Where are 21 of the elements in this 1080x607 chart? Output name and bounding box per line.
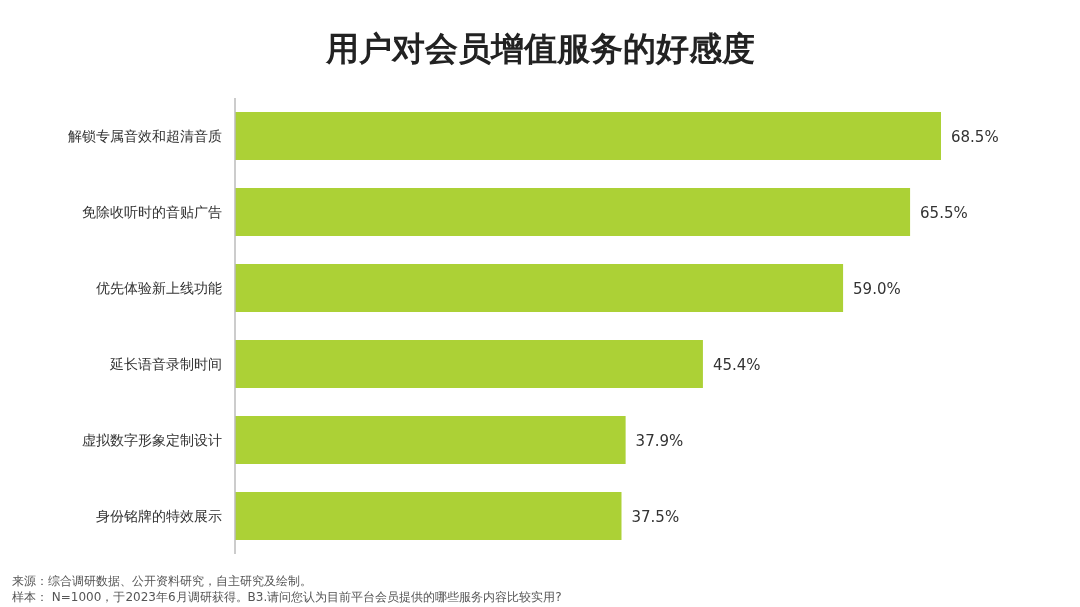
y-tick-label: 解锁专属音效和超清音质 <box>68 128 222 144</box>
bar <box>235 492 622 540</box>
data-label: 45.4% <box>712 356 761 374</box>
data-label: 65.5% <box>920 204 968 222</box>
bar <box>235 340 703 388</box>
bar <box>235 112 941 160</box>
source-note: 来源：综合调研数据、公开资料研究，自主研究及绘制。 <box>12 574 312 588</box>
bar <box>235 416 626 464</box>
data-label: 68.5% <box>951 128 999 146</box>
bar <box>235 264 844 312</box>
bar <box>235 188 911 236</box>
y-tick-label: 免除收听时的音贴广告 <box>82 204 222 220</box>
chart-title: 用户对会员增值服务的好感度 <box>324 29 755 68</box>
data-label: 59.0% <box>853 280 901 298</box>
data-label: 37.5% <box>631 508 680 526</box>
data-label: 37.9% <box>635 432 684 450</box>
y-tick-label: 虚拟数字形象定制设计 <box>82 432 222 448</box>
y-tick-label: 优先体验新上线功能 <box>96 280 222 296</box>
y-tick-label: 身份铭牌的特效展示 <box>96 508 222 524</box>
text: 样本： N=1000，于2023年6月调研获得。B3.请问您认为目前平台会员提供的哪些服务内容比较实用? <box>12 590 562 604</box>
y-tick-label: 延长语音录制时间 <box>109 356 222 372</box>
